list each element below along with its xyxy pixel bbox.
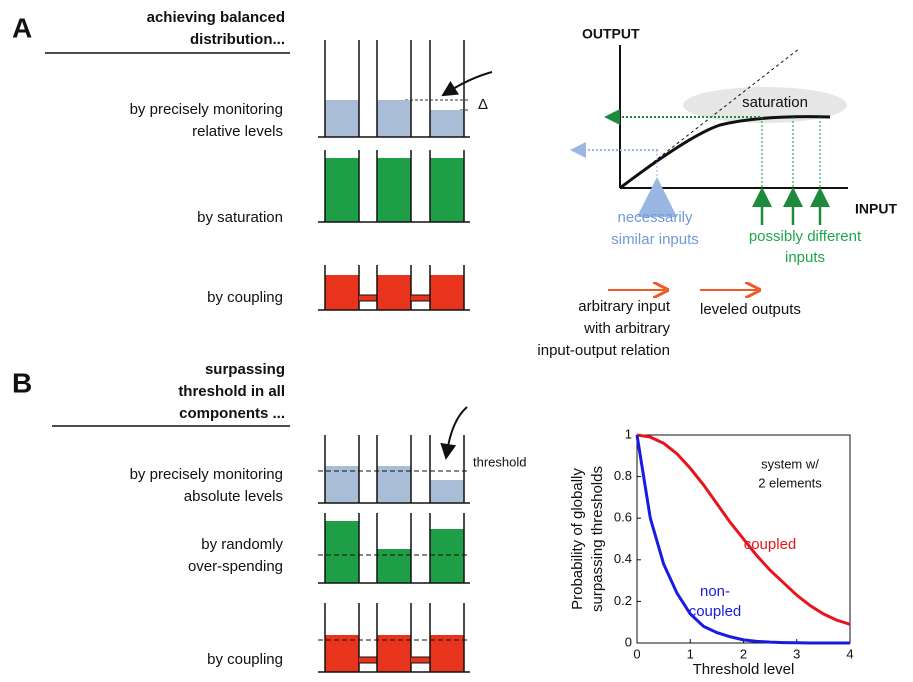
panel-label: A [12, 12, 32, 43]
bucket-fill [325, 635, 359, 672]
coupling [359, 295, 377, 301]
annotation: 2 elements [758, 475, 822, 490]
x-tick-label: 0 [633, 646, 640, 661]
row-label: by randomly [201, 536, 283, 553]
bucket-fill [325, 100, 359, 137]
y-tick-label: 0.4 [614, 551, 632, 566]
x-tick-label: 1 [687, 646, 694, 661]
label: with arbitrary [583, 320, 670, 337]
threshold-label: threshold [473, 454, 526, 469]
x-tick-label: 2 [740, 646, 747, 661]
bucket-fill [377, 466, 411, 503]
series-label: non- [700, 583, 730, 600]
label: inputs [785, 249, 825, 266]
y-axis-label: Probability of globally [569, 468, 586, 610]
label: leveled outputs [700, 301, 801, 318]
bucket-fill [325, 158, 359, 222]
x-tick-label: 4 [846, 646, 853, 661]
y-tick-label: 0.2 [614, 593, 632, 608]
row-label: over-spending [188, 558, 283, 575]
y-tick-label: 0.6 [614, 510, 632, 525]
heading: surpassing [205, 361, 285, 378]
label: similar inputs [611, 231, 699, 248]
series-label: coupled [744, 536, 797, 553]
row-label: by coupling [207, 289, 283, 306]
row-label: by coupling [207, 651, 283, 668]
y-tick-label: 0.8 [614, 468, 632, 483]
bucket-fill [430, 275, 464, 310]
bucket-fill [377, 549, 411, 583]
x-axis-label: Threshold level [693, 661, 795, 678]
annotation: system w/ [761, 456, 819, 471]
series-label: coupled [689, 603, 742, 620]
y-tick-label: 1 [625, 426, 632, 441]
bucket-fill [325, 521, 359, 583]
coupling [411, 295, 430, 301]
bucket-fill [430, 158, 464, 222]
row-label: absolute levels [184, 488, 283, 505]
coupling [359, 657, 377, 663]
figure: A achieving balanced distribution... by … [0, 0, 913, 682]
bucket-fill [377, 635, 411, 672]
buckets [318, 40, 470, 672]
x-tick-label: 3 [793, 646, 800, 661]
delta: Δ [478, 96, 488, 113]
label: saturation [742, 94, 808, 111]
bucket-fill [377, 100, 411, 137]
heading: distribution... [190, 31, 285, 48]
bucket-fill [377, 158, 411, 222]
row-label: by saturation [197, 209, 283, 226]
row-label: by precisely monitoring [130, 101, 283, 118]
arrow [448, 72, 492, 92]
axis-label: INPUT [855, 201, 897, 217]
bucket-fill [325, 275, 359, 310]
label: input-output relation [537, 342, 670, 359]
panel-label: B [12, 367, 32, 398]
heading: threshold in all [178, 383, 285, 400]
bucket-fill [430, 635, 464, 672]
axis-label: OUTPUT [582, 26, 640, 42]
label: arbitrary input [578, 298, 671, 315]
label: possibly different [749, 228, 862, 245]
row-label: relative levels [192, 123, 283, 140]
y-axis-label: surpassing thresholds [589, 466, 606, 612]
heading: components ... [179, 405, 285, 422]
curve [620, 117, 830, 188]
bucket-fill [325, 466, 359, 503]
bucket-fill [430, 110, 464, 137]
row-label: by precisely monitoring [130, 466, 283, 483]
heading: achieving balanced [147, 9, 285, 26]
coupling [411, 657, 430, 663]
y-tick-label: 0 [625, 634, 632, 649]
label: necessarily [617, 209, 693, 226]
bucket-fill [377, 275, 411, 310]
bucket-fill [430, 529, 464, 583]
bucket-fill [430, 480, 464, 503]
